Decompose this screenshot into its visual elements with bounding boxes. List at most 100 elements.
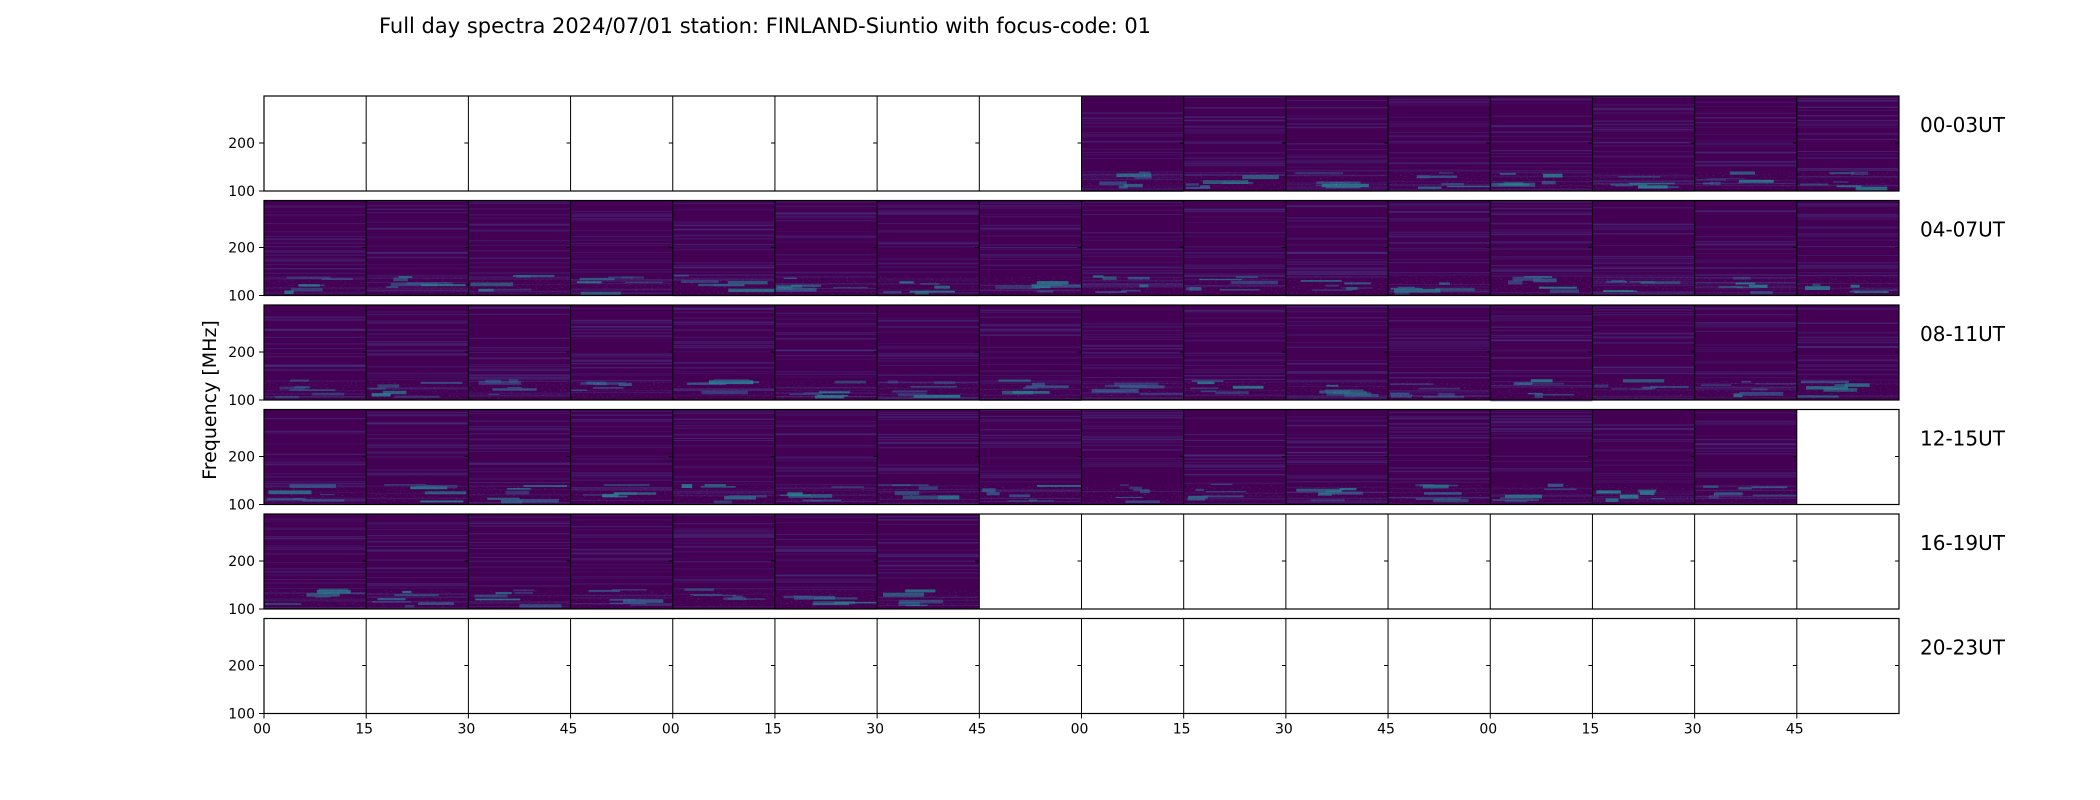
spectral-line	[979, 371, 1082, 373]
spectral-line	[1285, 156, 1389, 158]
spectral-line	[877, 572, 980, 573]
panel-background	[1796, 514, 1899, 609]
spectral-line	[570, 229, 673, 232]
spectral-line	[264, 463, 367, 466]
spectral-line	[468, 522, 571, 524]
spectral-line	[877, 320, 980, 322]
spectral-line	[979, 203, 1082, 204]
spectral-line	[1081, 118, 1184, 119]
noise-texture	[468, 590, 571, 608]
spectral-line	[366, 474, 469, 476]
spectral-line	[468, 357, 571, 359]
spectral-line	[1490, 327, 1593, 328]
spectral-line	[1388, 242, 1491, 244]
spectral-line	[570, 563, 673, 566]
spectral-line	[1490, 432, 1593, 434]
noise-texture	[264, 381, 367, 399]
spectral-line	[1694, 350, 1797, 352]
spectral-line	[877, 374, 980, 376]
spectral-line	[1183, 462, 1286, 463]
spectral-line	[570, 476, 673, 478]
spectral-line	[1183, 273, 1286, 275]
noise-texture	[877, 381, 980, 399]
spectral-line	[877, 414, 980, 416]
noise-texture	[570, 485, 673, 503]
panel-background	[1285, 618, 1389, 714]
noise-texture	[1490, 276, 1593, 294]
x-tick-label: 15	[1582, 722, 1600, 738]
spectral-line	[1183, 160, 1286, 162]
spectral-line	[264, 527, 367, 529]
spectral-line	[1183, 96, 1286, 98]
panel-background	[570, 618, 673, 714]
spectral-line	[672, 476, 775, 478]
spectral-line	[1694, 133, 1797, 136]
spectral-line	[1183, 232, 1286, 234]
spectral-line	[1285, 225, 1389, 227]
spectral-line	[1285, 155, 1389, 157]
empty-panel	[1387, 514, 1491, 609]
spectral-line	[468, 471, 571, 473]
spectral-line	[264, 205, 367, 207]
spectral-line	[979, 457, 1082, 459]
spectral-line	[1592, 228, 1695, 231]
spectral-line	[877, 317, 980, 319]
spectral-line	[672, 579, 775, 581]
spectral-line	[1388, 328, 1491, 330]
spectral-line	[1796, 373, 1899, 376]
spectral-line	[1592, 355, 1695, 356]
spectral-line	[1388, 435, 1491, 436]
spectral-line	[877, 210, 980, 212]
spectral-line	[570, 337, 673, 339]
spectral-line	[1490, 437, 1593, 439]
spectral-line	[979, 244, 1082, 246]
empty-panel	[1285, 514, 1389, 609]
spectrum-panel	[1489, 305, 1593, 402]
spectrum-panel	[1183, 305, 1286, 400]
spectral-line	[1694, 502, 1797, 504]
spectral-line	[570, 431, 673, 432]
spectral-line	[570, 534, 673, 536]
spectral-line	[570, 414, 673, 416]
spectral-line	[1183, 378, 1286, 381]
spectral-line	[1183, 466, 1286, 468]
spectral-line	[672, 244, 775, 245]
spectral-line	[468, 428, 571, 430]
spectral-line	[1285, 263, 1389, 265]
noise-texture	[774, 485, 878, 503]
spectral-line	[264, 365, 367, 367]
spectral-line	[468, 420, 571, 422]
spectral-line	[1796, 233, 1899, 235]
spectral-line	[877, 419, 980, 421]
spectral-line	[1490, 162, 1593, 164]
spectral-line	[264, 231, 367, 233]
spectral-line	[468, 428, 571, 429]
spectral-line	[672, 427, 775, 429]
spectral-line	[1183, 359, 1286, 361]
spectral-line	[1592, 312, 1695, 313]
spectral-line	[1490, 125, 1593, 127]
spectral-line	[570, 455, 673, 458]
spectral-line	[264, 268, 367, 270]
spectral-line	[1388, 102, 1491, 103]
spectrum-panel	[1183, 200, 1286, 296]
spectral-line	[1183, 439, 1286, 441]
panel-background	[1796, 409, 1899, 505]
spectral-line	[1388, 367, 1491, 368]
spectral-line	[1388, 356, 1491, 357]
spectral-line	[264, 536, 367, 537]
spectral-line	[1183, 131, 1286, 133]
noise-texture	[979, 276, 1082, 294]
spectral-line	[1183, 332, 1286, 335]
spectral-line	[570, 548, 673, 551]
spectral-line	[672, 317, 775, 319]
spectral-line	[570, 479, 673, 481]
spectral-line	[264, 353, 367, 355]
spectral-line	[774, 349, 878, 351]
spectral-line	[468, 538, 571, 540]
spectral-line	[366, 438, 469, 440]
spectral-line	[1592, 262, 1695, 264]
spectral-line	[774, 325, 878, 327]
spectral-line	[672, 481, 775, 482]
panel-background	[366, 96, 469, 191]
